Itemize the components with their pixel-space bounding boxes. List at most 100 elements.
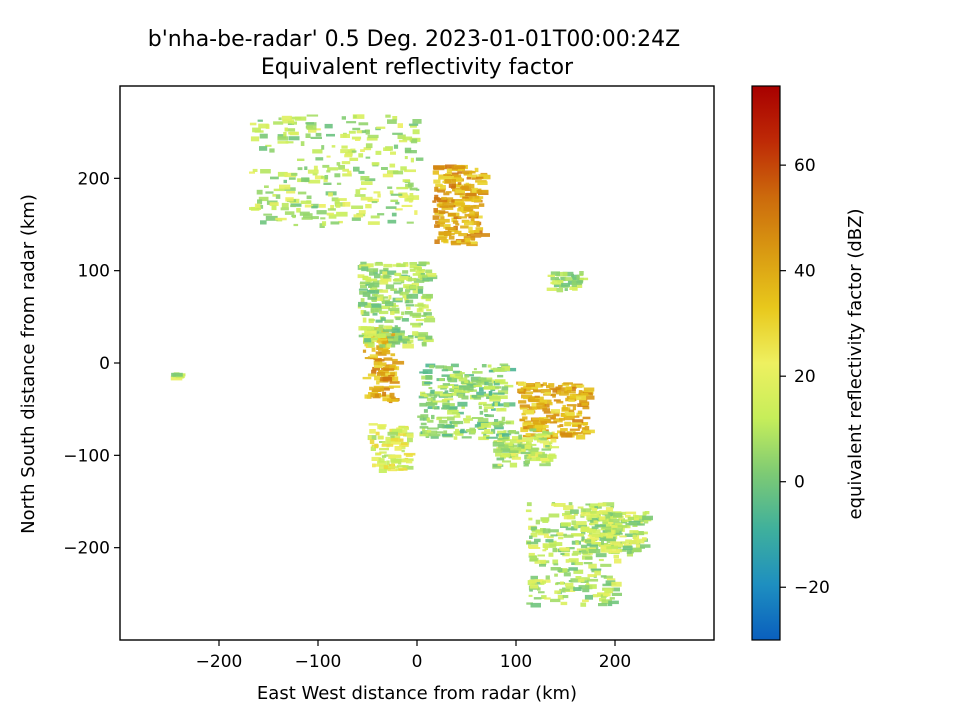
echo-gate bbox=[518, 400, 527, 404]
echo-gate bbox=[406, 306, 411, 310]
echo-gate bbox=[379, 289, 389, 293]
echo-gate bbox=[388, 339, 401, 345]
echo-gate bbox=[470, 241, 478, 245]
echo-gate bbox=[402, 341, 407, 344]
echo-gate bbox=[360, 298, 365, 303]
echo-gate bbox=[525, 410, 535, 415]
echo-gate bbox=[383, 267, 389, 271]
echo-gate bbox=[280, 207, 289, 211]
echo-gate bbox=[575, 284, 583, 288]
echo-gate bbox=[500, 448, 511, 453]
echo-gate bbox=[423, 417, 430, 421]
echo-gate bbox=[451, 183, 461, 188]
echo-gate bbox=[585, 528, 596, 532]
echo-gate bbox=[619, 535, 627, 538]
echo-gate bbox=[469, 210, 475, 216]
echo-gate bbox=[375, 319, 383, 323]
echo-gate bbox=[337, 198, 347, 201]
echo-gate bbox=[249, 122, 257, 126]
echo-gate bbox=[532, 428, 542, 432]
echo-gate bbox=[391, 328, 400, 334]
echo-gate bbox=[370, 307, 382, 313]
echo-gate bbox=[566, 404, 577, 407]
echo-gate bbox=[463, 386, 474, 391]
echo-gate bbox=[624, 533, 637, 537]
echo-gate bbox=[441, 369, 449, 372]
echo-gate bbox=[278, 117, 282, 121]
echo-gate bbox=[419, 432, 429, 437]
echo-gate bbox=[407, 335, 414, 338]
echo-gate bbox=[562, 404, 566, 409]
echo-gate bbox=[549, 402, 553, 406]
echo-gate bbox=[583, 395, 595, 400]
echo-gate bbox=[293, 223, 299, 227]
echo-gate bbox=[630, 548, 642, 553]
echo-gate bbox=[496, 395, 508, 399]
echo-gate bbox=[384, 365, 396, 370]
echo-gate bbox=[291, 121, 297, 125]
echo-gate bbox=[559, 424, 564, 427]
echo-gate bbox=[599, 538, 608, 541]
echo-gate bbox=[402, 343, 414, 349]
echo-gate bbox=[316, 210, 327, 215]
echo-gate bbox=[551, 503, 556, 507]
echo-gate bbox=[479, 387, 484, 392]
echo-gate bbox=[545, 445, 550, 448]
echo-gate bbox=[468, 226, 473, 231]
echo-gate bbox=[363, 334, 371, 338]
echo-gate bbox=[560, 581, 564, 585]
echo-gate bbox=[541, 448, 551, 451]
echo-gate bbox=[529, 589, 533, 592]
echo-gate bbox=[403, 284, 414, 289]
echo-gate bbox=[542, 518, 549, 523]
echo-gate bbox=[535, 406, 548, 410]
echo-gate bbox=[602, 502, 615, 507]
echo-gate bbox=[523, 385, 533, 390]
echo-gate bbox=[379, 451, 387, 454]
echo-gate bbox=[341, 116, 346, 120]
echo-gate bbox=[522, 422, 533, 428]
echo-gate bbox=[499, 433, 510, 437]
echo-gate bbox=[573, 569, 584, 574]
echo-gate bbox=[629, 522, 637, 525]
echo-gate bbox=[550, 281, 554, 285]
echo-gate bbox=[532, 420, 539, 425]
echo-gate bbox=[403, 452, 416, 456]
echo-gate bbox=[379, 387, 390, 391]
echo-gate bbox=[548, 441, 553, 445]
echo-gate bbox=[448, 213, 456, 216]
echo-gate bbox=[378, 333, 386, 339]
echo-gate bbox=[440, 216, 445, 220]
echo-gate bbox=[458, 233, 469, 237]
colorbar-ticks: −20 0 20 40 60 bbox=[780, 156, 830, 598]
echo-gate bbox=[546, 384, 551, 389]
echo-gate bbox=[290, 204, 296, 208]
echo-gate bbox=[576, 280, 584, 284]
echo-gate bbox=[320, 175, 325, 179]
echo-gate bbox=[358, 210, 366, 215]
echo-gate bbox=[385, 284, 395, 290]
echo-gate bbox=[265, 144, 272, 147]
echo-gate bbox=[577, 506, 584, 509]
echo-gate bbox=[434, 391, 443, 394]
echo-gate bbox=[454, 165, 465, 169]
echo-gate bbox=[386, 343, 392, 348]
echo-gate bbox=[374, 262, 383, 266]
echo-gate bbox=[569, 422, 582, 425]
echo-gate bbox=[600, 532, 612, 537]
echo-gate bbox=[385, 436, 390, 442]
echo-gate bbox=[360, 281, 371, 285]
echo-gate bbox=[288, 136, 300, 141]
echo-gate bbox=[323, 177, 328, 183]
echo-gate bbox=[341, 145, 348, 149]
echo-gate bbox=[441, 196, 447, 200]
echo-gate bbox=[397, 461, 402, 465]
echo-gate bbox=[442, 202, 454, 207]
echo-gate bbox=[376, 126, 386, 129]
echo-gate bbox=[445, 227, 456, 231]
echo-gate bbox=[521, 412, 527, 416]
echo-gate bbox=[478, 436, 489, 441]
echo-gate bbox=[642, 515, 653, 521]
echo-gate bbox=[585, 556, 593, 560]
echo-gate bbox=[606, 578, 616, 581]
